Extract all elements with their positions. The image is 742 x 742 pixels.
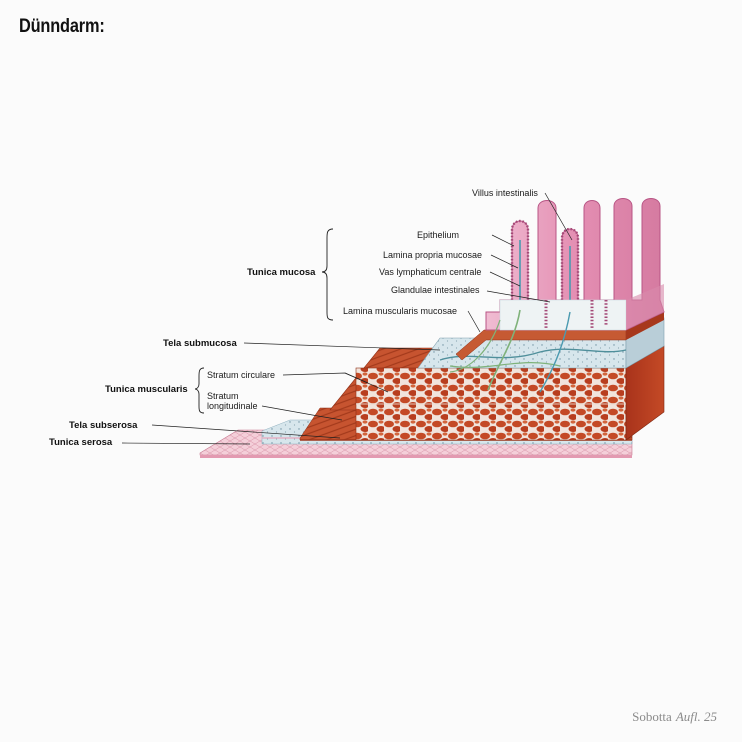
credit-edition: Aufl. 25 — [675, 709, 717, 724]
label-stratum-longitudinale-1: Stratum — [207, 391, 239, 401]
label-glandulae-intestinales: Glandulae intestinales — [391, 285, 480, 295]
tunica-mucosa-group: Tunica mucosa — [247, 228, 334, 321]
label-tunica-mucosa: Tunica mucosa — [247, 267, 316, 278]
tela-subserosa-group: Tela subserosa — [69, 420, 341, 439]
vessels — [449, 309, 571, 393]
label-lamina-propria-mucosae: Lamina propria mucosae — [383, 250, 482, 260]
lamina-muscularis-mucosae-layer — [455, 312, 664, 361]
label-stratum-longitudinale-2: longitudinale — [207, 401, 258, 411]
label-epithelium: Epithelium — [417, 230, 459, 240]
source-credit: Sobotta Aufl. 25 — [632, 709, 717, 725]
page-title: Dünndarm: — [19, 16, 105, 37]
credit-source: Sobotta — [632, 709, 672, 724]
label-tunica-serosa: Tunica serosa — [49, 437, 113, 448]
label-tela-subserosa: Tela subserosa — [69, 420, 138, 431]
tela-submucosa-group: Tela submucosa — [163, 338, 441, 351]
label-villus-intestinalis: Villus intestinalis — [472, 188, 538, 198]
label-tunica-muscularis: Tunica muscularis — [105, 384, 188, 395]
tunica-mucosa-layer — [485, 198, 665, 331]
tunica-muscularis-group: Tunica muscularis Stratum circulare Stra… — [105, 367, 389, 421]
label-stratum-circulare: Stratum circulare — [207, 370, 275, 380]
label-vas-lymphaticum-centrale: Vas lymphaticum centrale — [379, 267, 481, 277]
label-tela-submucosa: Tela submucosa — [163, 338, 237, 349]
tunica-serosa-group: Tunica serosa — [49, 437, 251, 448]
mucosa-labels: Villus intestinalis Epithelium Lamina pr… — [343, 188, 573, 333]
label-lamina-muscularis-mucosae: Lamina muscularis mucosae — [343, 306, 457, 316]
